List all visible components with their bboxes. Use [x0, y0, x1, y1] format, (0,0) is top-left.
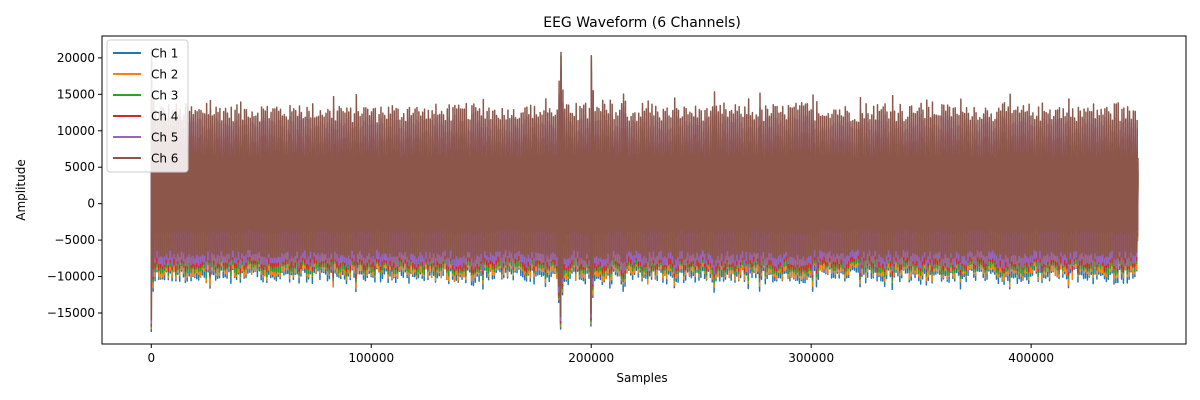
legend: Ch 1 Ch 2 Ch 3 Ch 4 Ch 5 Ch 6	[106, 39, 189, 173]
legend-label-ch-4: Ch 4	[151, 110, 178, 124]
y-axis-ticks: −15000 −10000 −5000 0 5000 10000 15000 20000	[47, 51, 102, 320]
y-tick-label: 0	[87, 197, 95, 211]
y-tick-label: −10000	[47, 270, 95, 284]
plot-frame	[101, 35, 1187, 345]
x-axis-label: Samples	[616, 371, 667, 385]
chart-title: EEG Waveform (6 Channels)	[543, 15, 741, 31]
x-tick-label: 400000	[1008, 351, 1054, 365]
legend-label-ch-5: Ch 5	[151, 131, 178, 145]
y-tick-label: 15000	[57, 87, 95, 101]
y-tick-label: 20000	[57, 51, 95, 65]
legend-label-ch-6: Ch 6	[151, 152, 178, 166]
x-tick-label: 0	[147, 351, 155, 365]
y-tick-label: −15000	[47, 306, 95, 320]
y-tick-label: −5000	[54, 233, 95, 247]
legend-label-ch-2: Ch 2	[151, 68, 178, 82]
series-line-ch-6	[150, 48, 1139, 321]
x-tick-label: 200000	[568, 351, 614, 365]
y-axis-label: Amplitude	[14, 159, 28, 221]
x-tick-label: 300000	[788, 351, 834, 365]
series-layer	[150, 48, 1139, 332]
legend-label-ch-1: Ch 1	[151, 47, 178, 61]
legend-label-ch-3: Ch 3	[151, 89, 178, 103]
y-tick-label: 5000	[64, 160, 95, 174]
x-axis-ticks: 0 100000 200000 300000 400000	[147, 344, 1054, 365]
y-tick-label: 10000	[57, 124, 95, 138]
x-tick-label: 100000	[348, 351, 394, 365]
